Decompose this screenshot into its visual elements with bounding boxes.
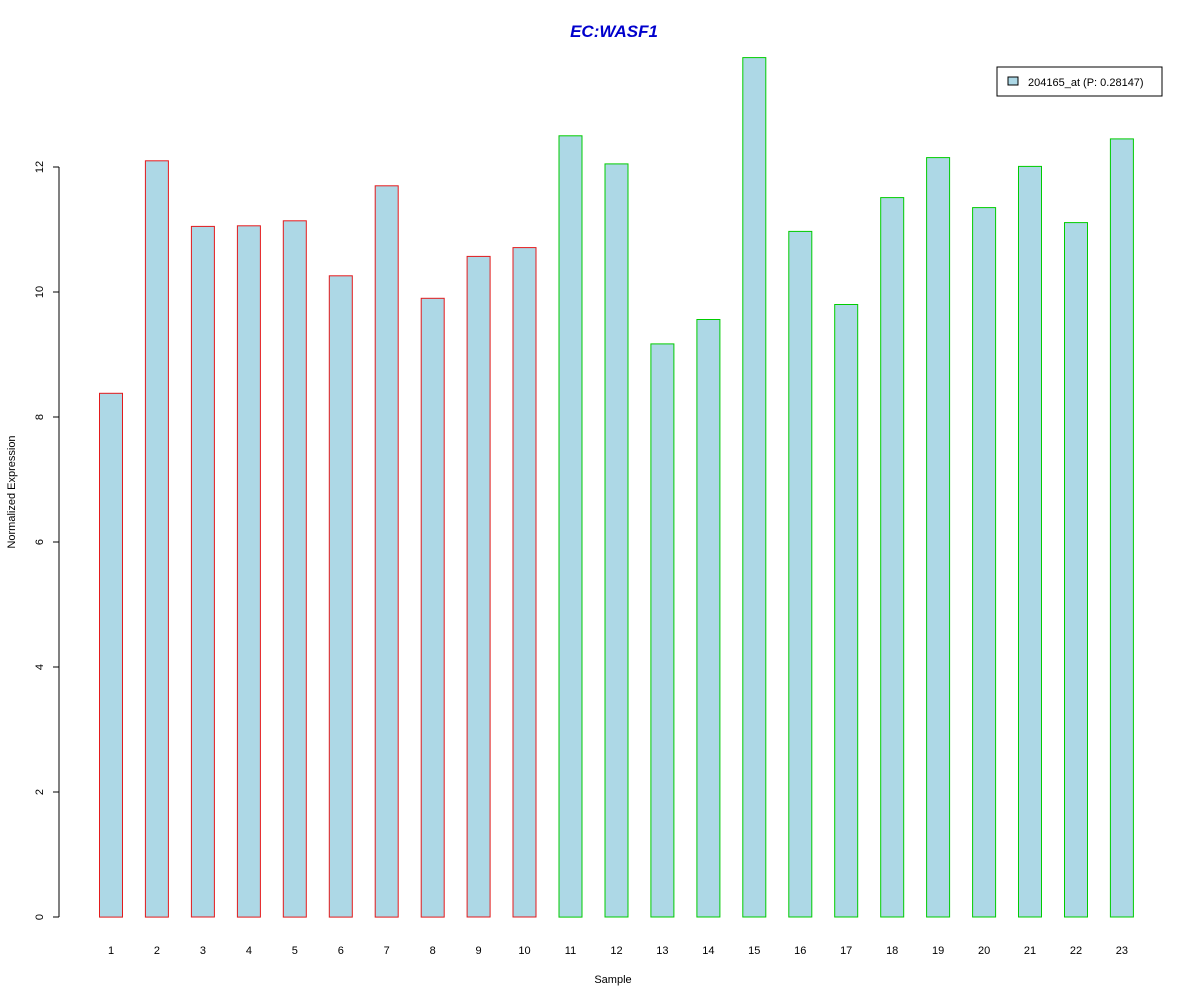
x-tick-label-6: 6 [338,945,344,957]
bar-sample-10 [512,247,537,918]
x-tick-label-8: 8 [430,945,436,957]
x-tick-label-2: 2 [154,945,160,957]
bar-sample-6 [328,275,353,918]
bar-sample-12 [604,163,629,918]
bar-sample-21 [1018,165,1042,918]
x-tick-label-16: 16 [794,945,806,957]
x-axis-label: Sample [594,974,631,986]
x-tick-label-18: 18 [886,945,898,957]
x-tick-label-14: 14 [702,945,714,957]
y-tick-label-10: 10 [34,286,46,298]
bar-sample-2 [144,160,169,918]
x-tick-labels: 1 2 3 4 5 6 7 8 9 10 11 12 13 14 15 16 17 18 19 20 21 22 23 [108,945,1128,957]
legend-label: 204165_at (P: 0.28147) [1028,77,1144,89]
legend-box [996,66,1163,97]
y-tick-label-8: 8 [34,414,46,420]
x-tick-label-13: 13 [656,945,668,957]
x-tick-label-22: 22 [1070,945,1082,957]
bar-sample-23 [1109,138,1134,918]
bar-sample-3 [190,225,215,918]
bar-sample-20 [972,207,997,918]
x-tick-label-17: 17 [840,945,852,957]
bar-sample-15 [742,57,767,918]
y-axis-label: Normalized Expression [6,435,18,548]
bar-sample-9 [466,255,491,918]
bar-sample-4 [236,225,261,918]
bar-sample-14 [696,319,721,918]
x-tick-label-12: 12 [610,945,622,957]
x-tick-label-23: 23 [1116,945,1128,957]
bar-sample-16 [788,230,813,918]
bar-sample-1 [99,392,123,918]
x-tick-label-21: 21 [1024,945,1036,957]
x-tick-label-20: 20 [978,945,990,957]
y-tick-label-6: 6 [34,539,46,545]
y-tick-label-2: 2 [34,789,46,795]
x-tick-label-11: 11 [565,945,576,957]
y-axis: 0 2 4 6 8 10 12 [34,161,60,920]
bar-sample-17 [834,304,859,918]
x-tick-label-9: 9 [476,945,482,957]
x-tick-label-3: 3 [200,945,206,957]
bar-sample-13 [650,343,675,918]
legend: 204165_at (P: 0.28147) [996,66,1163,97]
y-tick-label-4: 4 [34,664,46,670]
bar-sample-5 [282,220,307,918]
legend-swatch [1007,76,1019,86]
x-tick-label-4: 4 [246,945,252,957]
bar-sample-8 [420,297,445,918]
bar-sample-22 [1064,222,1088,918]
x-tick-label-19: 19 [932,945,944,957]
bars-group [99,57,1134,918]
y-tick-label-0: 0 [34,914,46,920]
bar-sample-7 [374,185,399,918]
x-tick-label-1: 1 [108,945,114,957]
bar-sample-11 [558,135,583,918]
x-tick-label-10: 10 [518,945,530,957]
x-tick-label-7: 7 [384,945,390,957]
x-tick-label-15: 15 [748,945,760,957]
x-tick-label-5: 5 [292,945,298,957]
chart-title: EC:WASF1 [570,22,658,41]
y-tick-label-12: 12 [34,161,46,173]
bar-sample-19 [926,157,951,918]
bar-sample-18 [880,197,905,918]
